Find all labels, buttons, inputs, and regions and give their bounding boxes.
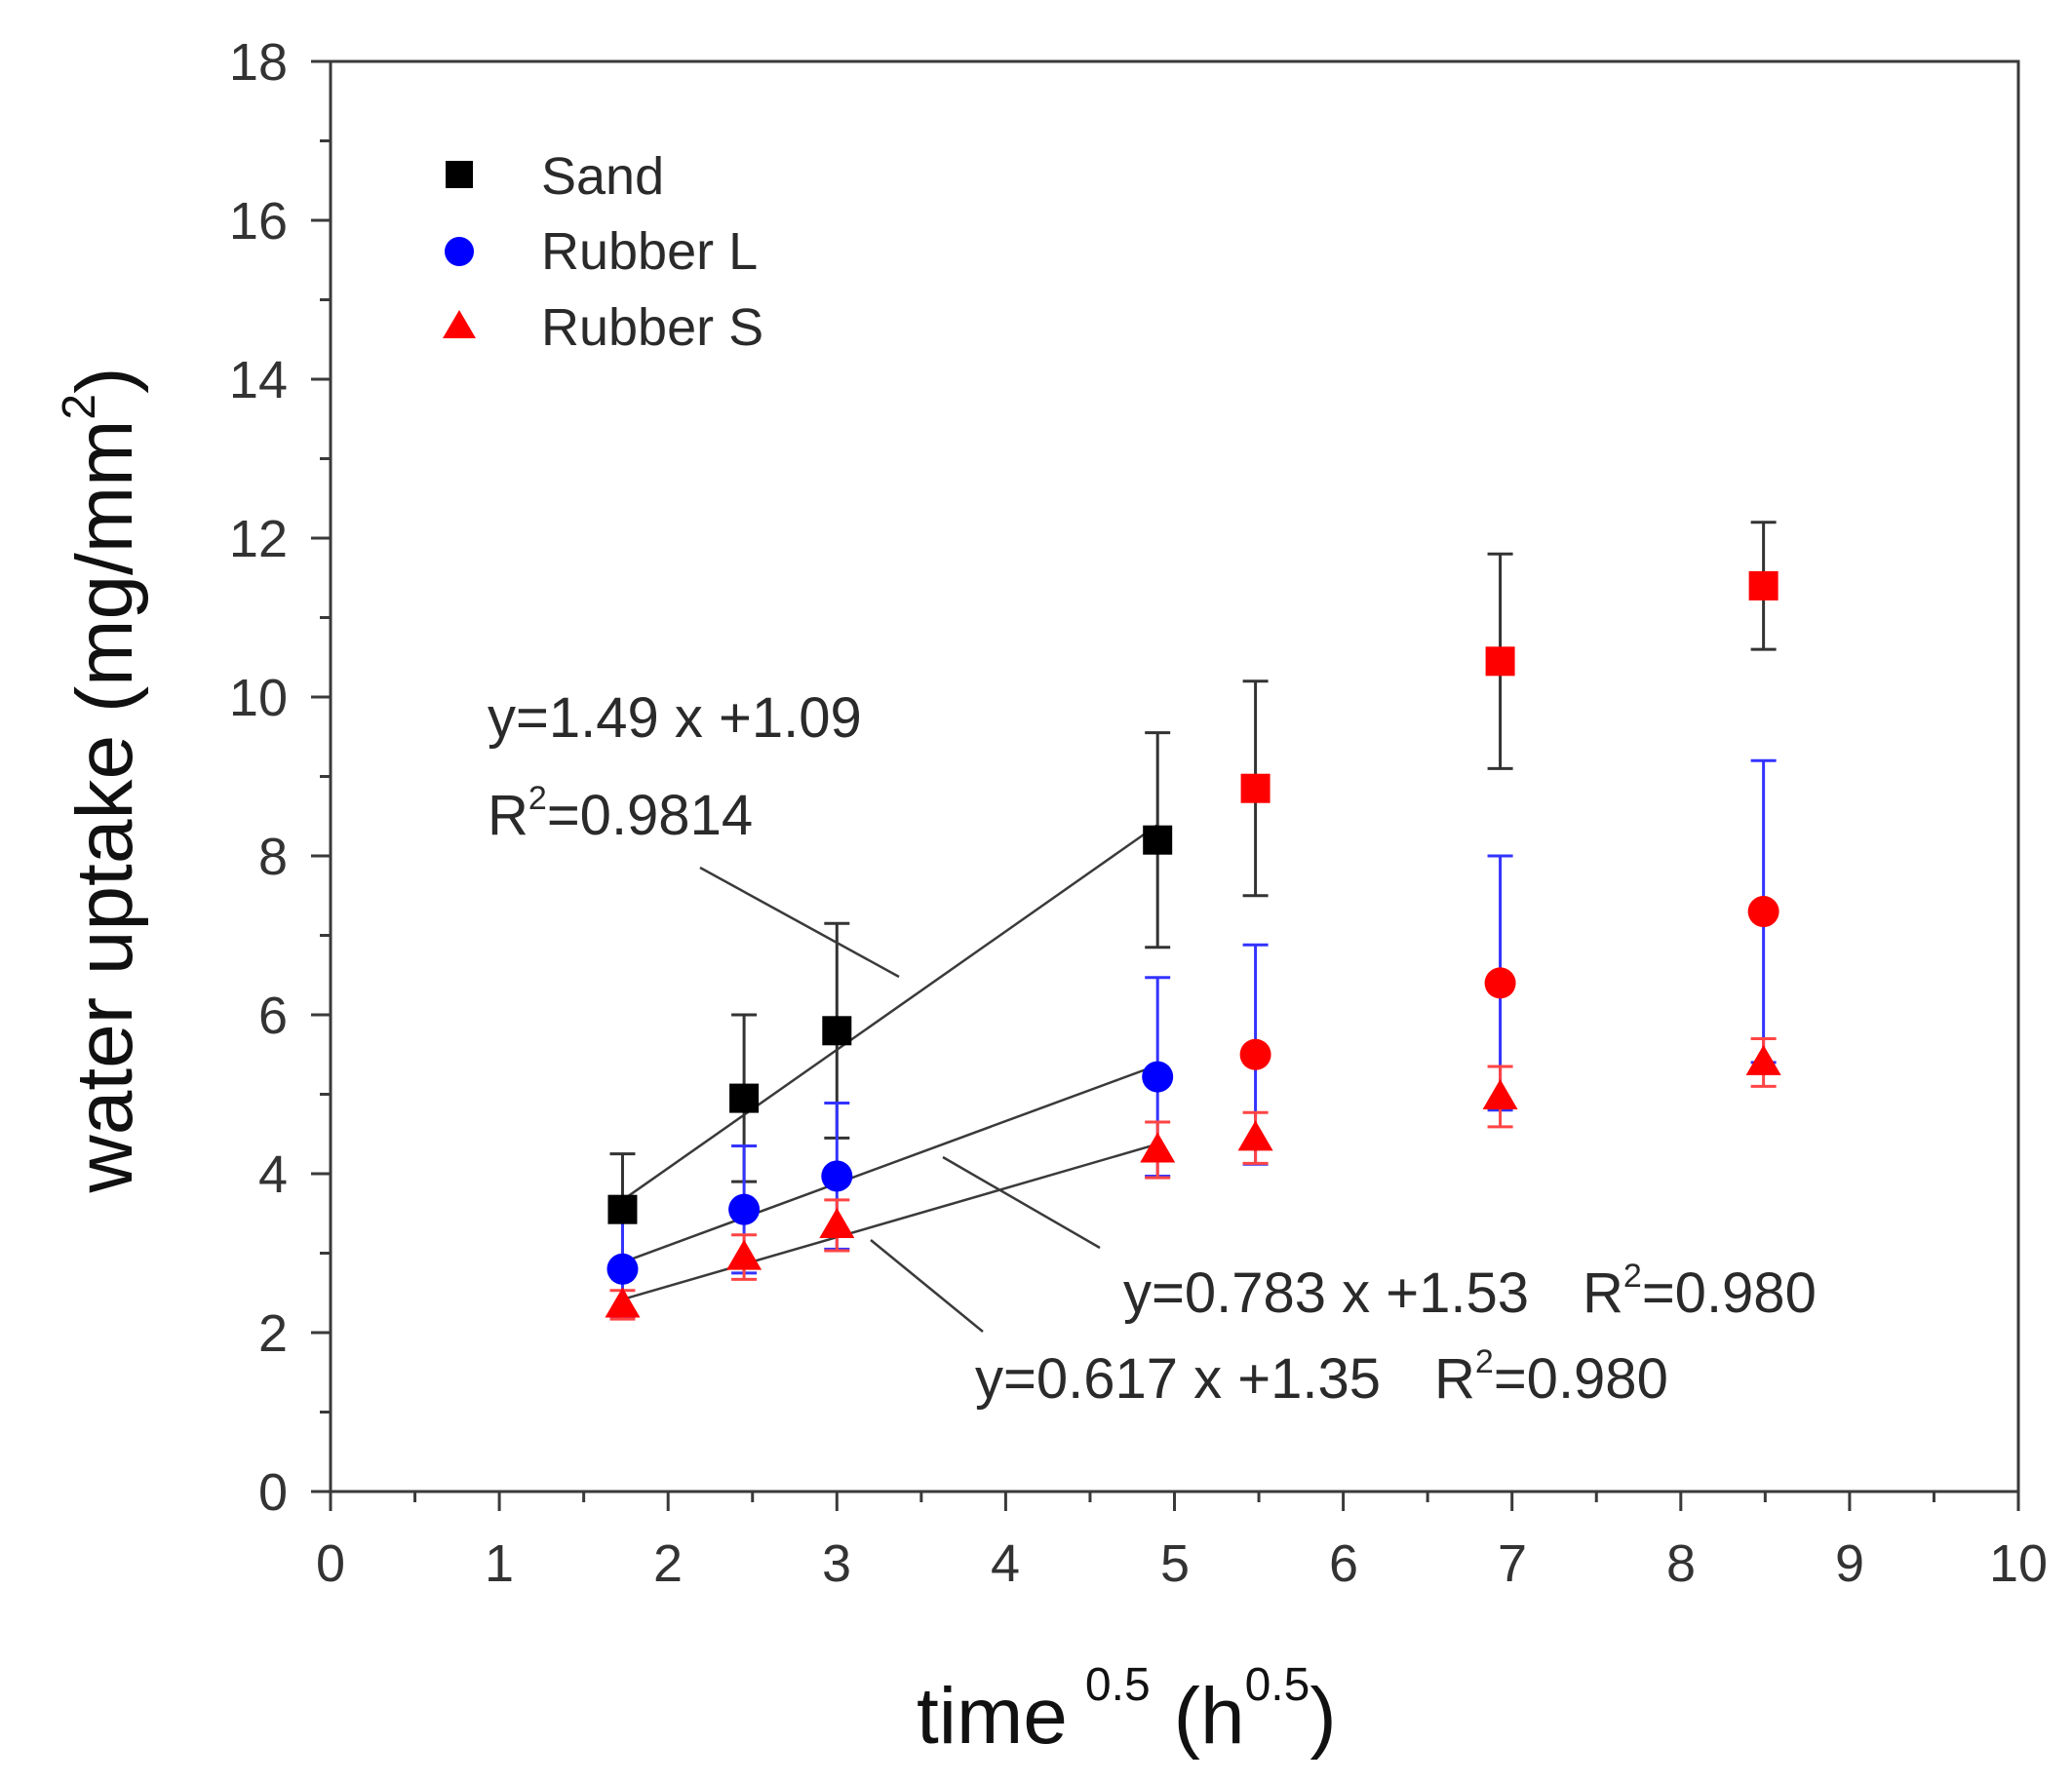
annotation-rubber-s: y=0.617 x +1.35 R2=0.980	[975, 1343, 1668, 1411]
data-point-sand	[729, 1083, 760, 1113]
x-tick-label: 2	[653, 1534, 683, 1593]
data-point-rubber-s	[1745, 1044, 1781, 1075]
data-point-rubber-s	[1140, 1132, 1176, 1163]
annotation-sand-r2: R2=0.9814	[488, 780, 753, 847]
data-point-rubber-s	[819, 1207, 855, 1238]
r2-superscript: 2	[1475, 1343, 1494, 1380]
data-point-sand	[1748, 570, 1779, 601]
r2-superscript: 2	[1623, 1258, 1642, 1295]
fit-line-sand	[621, 824, 1158, 1202]
leader-line-rubber-l	[942, 1155, 1101, 1250]
data-point-rubber-l	[728, 1193, 761, 1225]
rubber-l-equation: y=0.783 x +1.53	[1123, 1261, 1529, 1325]
leader-line-sand	[699, 866, 900, 979]
annotation-sand-equation: y=1.49 x +1.09	[488, 686, 862, 750]
y-axis-title-sup: 2	[54, 394, 105, 420]
data-point-sand	[1143, 825, 1173, 855]
r2-prefix: R	[1434, 1347, 1475, 1411]
legend-label-rubber-s: Rubber S	[541, 298, 763, 357]
data-point-rubber-l	[821, 1160, 853, 1192]
x-tick-label: 3	[822, 1534, 851, 1593]
x-tick-label: 1	[485, 1534, 514, 1593]
x-tick-label: 9	[1835, 1534, 1864, 1593]
data-point-rubber-s	[605, 1287, 641, 1318]
y-axis-title-close: )	[60, 368, 149, 394]
fit-line-rubber-s	[622, 1143, 1158, 1301]
y-tick-label: 10	[229, 669, 288, 727]
data-point-rubber-l	[1484, 967, 1516, 999]
y-axis-title: water uptake (mg/mm2)	[54, 368, 149, 1194]
y-tick-label: 14	[229, 351, 288, 409]
data-point-rubber-l	[1239, 1038, 1271, 1070]
data-point-rubber-s	[1482, 1078, 1518, 1109]
y-tick-label: 2	[258, 1304, 288, 1363]
data-point-rubber-l	[1747, 896, 1779, 928]
y-tick-label: 4	[258, 1145, 288, 1204]
legend-marker-rubber-l	[445, 237, 474, 266]
r2-value: =0.9814	[547, 784, 753, 847]
y-tick-labels: 0 2 4 6 8 10 12 14 16 18	[229, 33, 288, 1522]
legend-marker-rubber-s	[443, 310, 476, 338]
data-point-rubber-l	[606, 1253, 639, 1285]
x-axis-title-main: time	[917, 1672, 1068, 1761]
y-tick-label: 16	[229, 192, 288, 251]
y-tick-label: 12	[229, 510, 288, 568]
x-axis-title-sup: 0.5	[1085, 1659, 1151, 1711]
leader-line-rubber-s	[870, 1239, 984, 1333]
axis-ticks	[311, 59, 2020, 1511]
legend-label-rubber-l: Rubber L	[541, 222, 758, 281]
x-axis-title-close: )	[1310, 1672, 1336, 1761]
data-markers	[605, 570, 1781, 1318]
r2-superscript: 2	[528, 780, 547, 817]
legend: Sand Rubber L Rubber S	[443, 147, 763, 357]
y-axis-title-main: water uptake (mg/mm	[60, 420, 149, 1194]
x-tick-label: 6	[1329, 1534, 1358, 1593]
data-point-rubber-s	[726, 1239, 762, 1270]
y-tick-label: 8	[258, 828, 288, 886]
rubber-s-equation: y=0.617 x +1.35	[975, 1347, 1381, 1411]
r2-prefix: R	[488, 784, 528, 847]
x-tick-label: 4	[991, 1534, 1020, 1593]
error-bars	[609, 521, 1777, 1321]
legend-label-sand: Sand	[541, 147, 664, 206]
annotation-leaders	[699, 866, 1101, 1333]
data-point-rubber-l	[1142, 1061, 1174, 1093]
legend-marker-sand	[446, 161, 473, 188]
data-point-rubber-s	[1237, 1120, 1273, 1151]
x-tick-label: 10	[1989, 1534, 2048, 1593]
fit-lines	[621, 824, 1158, 1301]
r2-value: =0.980	[1494, 1347, 1668, 1411]
data-point-sand	[1485, 646, 1515, 677]
x-axis-title: time 0.5 (h0.5)	[917, 1659, 1337, 1761]
y-tick-label: 0	[258, 1463, 288, 1522]
data-point-sand	[607, 1194, 638, 1224]
y-tick-label: 6	[258, 987, 288, 1045]
y-tick-label: 18	[229, 33, 288, 92]
x-tick-label: 0	[316, 1534, 345, 1593]
data-point-sand	[1240, 773, 1271, 803]
annotation-rubber-l: y=0.783 x +1.53 R2=0.980	[1123, 1258, 1817, 1325]
x-axis-title-unit: (h	[1174, 1672, 1245, 1761]
r2-prefix: R	[1583, 1261, 1623, 1325]
data-point-sand	[822, 1016, 852, 1046]
x-tick-label: 7	[1498, 1534, 1527, 1593]
x-tick-label: 5	[1160, 1534, 1190, 1593]
fit-line-rubber-l	[622, 1064, 1158, 1264]
x-axis-title-unit-sup: 0.5	[1245, 1659, 1310, 1711]
x-tick-label: 8	[1666, 1534, 1696, 1593]
x-tick-labels: 0 1 2 3 4 5 6 7 8 9 10	[316, 1534, 2048, 1593]
r2-value: =0.980	[1642, 1261, 1817, 1325]
